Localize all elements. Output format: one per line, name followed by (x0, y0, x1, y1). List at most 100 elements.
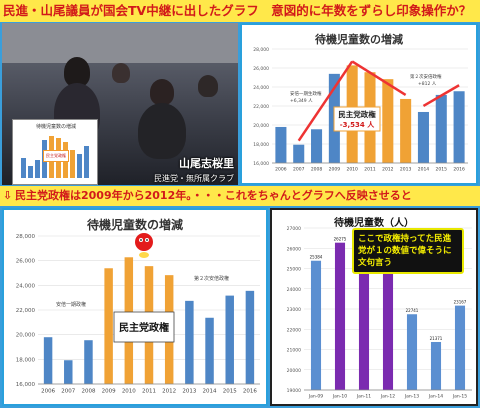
x-tick-label: 2006 (41, 389, 55, 395)
person-background-2 (198, 75, 218, 97)
parliament-photo: 待機児童数の増減 民主党政権 山尾志桜里 民進党・無所属クラブ (2, 23, 238, 185)
bar-2008 (311, 129, 323, 163)
x-tick-label: Jan-13 (404, 394, 419, 400)
inset-bar (35, 160, 40, 178)
x-tick-label: Jan-11 (356, 394, 371, 400)
bar-2013 (400, 98, 412, 163)
y-tick-label: 20000 (287, 368, 301, 374)
bar-2015 (435, 94, 447, 163)
inset-bar (77, 154, 82, 178)
y-tick-label: 20,000 (253, 123, 269, 129)
y-tick-label: 21000 (287, 348, 301, 354)
x-tick-label: 2010 (346, 167, 358, 173)
inset-label: 民主党政権 (43, 150, 69, 162)
x-tick-label: 2013 (182, 389, 196, 395)
data-label: 22741 (406, 308, 419, 313)
bar-2007 (293, 144, 305, 163)
bar-2009 (104, 268, 113, 384)
corrected-chart: 待機児童数の増減 16,000 18,000 20,000 22,000 24,000 2… (2, 208, 268, 406)
trend-arrow (422, 84, 460, 108)
y-tick-label: 16,000 (16, 382, 36, 388)
x-tick-label: Jan-14 (428, 394, 443, 400)
x-tick-label: 2009 (102, 389, 116, 395)
y-tick-label: 22,000 (16, 308, 36, 314)
person-minister-body (138, 103, 186, 159)
annotation-abe1: 安倍一期生政権 (290, 90, 322, 97)
bar-2012 (382, 79, 394, 163)
headline: 民進・山尾議員が国会TV中継に出したグラフ 意図的に年数をずらし印象操作か？ (0, 0, 480, 22)
y-tick-label: 28,000 (16, 234, 36, 240)
tv-chart-svg: 16,000 18,000 20,000 22,000 24,000 26,000 28,0… (253, 47, 468, 173)
y-tick-label: 24000 (287, 287, 301, 293)
yearly-chart-svg: 19000 20000 21000 22000 23000 24000 25000 26000… (287, 226, 472, 400)
y-tick-label: 24,000 (16, 283, 36, 289)
dpj-label-box (113, 311, 175, 343)
bar-2014 (205, 317, 214, 384)
photo-wall (2, 23, 238, 63)
y-tick-label: 26000 (287, 246, 301, 252)
y-tick-label: 25000 (287, 267, 301, 273)
speaker-caption: 山尾志桜里 民進党・無所属クラブ (154, 155, 234, 184)
bar-Jan-09 (310, 260, 322, 390)
mascot-pupil-icon (140, 239, 142, 241)
x-tick-label: 2009 (329, 167, 341, 173)
person-background-1 (112, 63, 130, 83)
x-tick-label: 2011 (142, 389, 156, 395)
bar-2006 (43, 337, 53, 384)
speaker-party: 民進党・無所属クラブ (154, 174, 234, 183)
person-minister (150, 79, 174, 105)
y-tick-label: 24,000 (253, 85, 269, 91)
inset-bar (21, 158, 26, 178)
bar-Jan-15 (454, 305, 466, 390)
inset-bar (84, 146, 89, 178)
bar-2008 (84, 340, 93, 384)
bar-2013 (185, 300, 194, 384)
corrected-chart-svg: 16,000 18,000 20,000 22,000 24,000 26,000 28,0… (16, 233, 260, 395)
y-tick-label: 20,000 (16, 333, 36, 339)
annotation-abe1-change: +6,349 人 (290, 98, 313, 104)
y-tick-label: 16,000 (253, 161, 269, 167)
x-tick-label: 2010 (122, 389, 136, 395)
mascot-pupil-icon (146, 239, 148, 241)
bar-2016 (245, 290, 255, 384)
x-tick-label: Jan-15 (452, 394, 467, 400)
bar-2014 (417, 111, 429, 163)
dpj-label: 民主党政権 (119, 321, 169, 334)
y-tick-label: 22,000 (253, 104, 269, 110)
bar-2016 (453, 91, 465, 163)
x-tick-label: 2012 (382, 167, 394, 173)
x-tick-label: 2006 (275, 167, 287, 173)
x-tick-label: Jan-09 (308, 394, 323, 400)
y-tick-label: 23000 (287, 307, 301, 313)
y-tick-label: 18,000 (16, 357, 36, 363)
y-tick-label: 26,000 (16, 259, 36, 265)
inset-bar (28, 166, 33, 178)
y-tick-label: 26,000 (253, 66, 269, 72)
bar-Jan-10 (334, 242, 346, 390)
mascot-feet-icon (139, 252, 149, 258)
trend-arrow (297, 60, 354, 142)
x-tick-label: 2016 (243, 389, 257, 395)
x-tick-label: Jan-10 (332, 394, 347, 400)
data-label: 26275 (334, 237, 347, 242)
corrected-chart-title: 待機児童数の増減 (86, 218, 183, 232)
x-tick-label: 2015 (436, 167, 448, 173)
y-tick-label: 22000 (287, 327, 301, 333)
bar-Jan-13 (406, 314, 418, 390)
callout-box: ここで政権持ってた民進党が１の数値で偉そうに文句言う (352, 228, 464, 274)
x-tick-label: Jan-12 (380, 394, 395, 400)
annotation-abe1: 安倍一期政権 (56, 301, 86, 308)
trend-arrow (351, 60, 407, 97)
tv-chart: 待機児童数の増減 16,000 18,000 20,000 22,000 24,000 2… (240, 23, 478, 185)
down-arrow-icon: ⇩ (3, 189, 13, 202)
inset-chart-board: 待機児童数の増減 民主党政権 (12, 119, 98, 185)
bar-Jan-14 (430, 341, 442, 390)
x-tick-label: 2014 (203, 389, 217, 395)
x-tick-label: 2015 (223, 389, 237, 395)
x-tick-label: 2013 (400, 167, 412, 173)
annotation-abe2: 第２次安倍政権 (410, 73, 442, 80)
y-tick-label: 19000 (287, 388, 301, 394)
yearly-chart-title: 待機児童数（人） (334, 218, 414, 229)
mascot-icon (135, 233, 153, 251)
x-tick-label: 2008 (311, 167, 323, 173)
